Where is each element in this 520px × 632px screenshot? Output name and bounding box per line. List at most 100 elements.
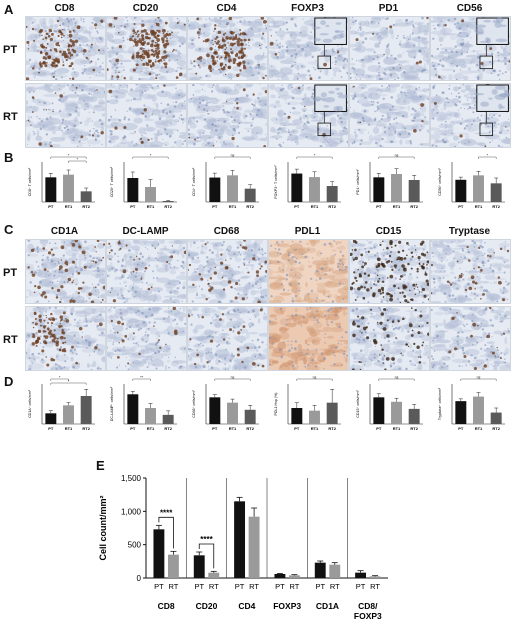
stain-column-header: CD56 — [456, 3, 483, 14]
category-label: RT2 — [410, 204, 418, 209]
bar — [208, 572, 220, 578]
bar — [127, 178, 139, 202]
ihc-micrograph — [25, 16, 106, 81]
bar — [227, 402, 238, 424]
category-label: RT2 — [246, 204, 254, 209]
bar — [473, 175, 484, 202]
bar-category-label: RT — [330, 582, 340, 591]
bar — [227, 175, 238, 202]
stain-column-header: PD1 — [378, 3, 399, 14]
stain-column-header: CD8 — [54, 3, 75, 14]
category-label: RT1 — [147, 204, 155, 209]
category-label: RT2 — [328, 204, 336, 209]
significance-label: * — [59, 375, 61, 379]
ihc-micrograph — [430, 16, 511, 81]
significance-label: **** — [200, 535, 213, 544]
significance-bracket — [50, 382, 87, 385]
y-axis-label: CD8⁺ T cells/mm² — [28, 167, 32, 196]
significance-bracket — [378, 378, 415, 381]
ihc-micrograph — [106, 306, 187, 371]
category-label: PT — [212, 426, 218, 431]
category-label: RT2 — [410, 426, 418, 431]
ihc-micrograph — [349, 16, 430, 81]
stain-column-header: DC-LAMP — [122, 226, 169, 237]
category-label: RT2 — [82, 204, 90, 209]
stain-column-header: FOXP3 — [291, 3, 324, 14]
bar — [408, 408, 420, 424]
y-axis-label: CD1A⁺ cells/mm² — [28, 389, 32, 418]
bar-category-label: PT — [315, 582, 325, 591]
category-label: PT — [294, 204, 300, 209]
significance-bracket — [68, 160, 87, 163]
bar — [490, 183, 502, 202]
mini-bar-chart: CD1A⁺ cells/mm² PT RT1 RT2 * * — [28, 375, 95, 431]
category-label: PT — [48, 426, 54, 431]
y-axis-label: PDL1 Hsp (%) — [274, 393, 278, 416]
row-label: RT — [3, 110, 18, 123]
y-axis-label: Cell count/mm² — [98, 495, 108, 560]
significance-bracket — [198, 543, 215, 569]
stain-column-header: Tryptase — [448, 226, 491, 237]
stain-column-header: CD20 — [132, 3, 159, 14]
bar — [45, 413, 57, 424]
y-axis-label: CD56⁺ cells/mm² — [438, 167, 442, 195]
bar — [80, 396, 92, 424]
category-label: RT2 — [164, 426, 172, 431]
ihc-micrograph — [349, 239, 430, 304]
significance-label: ns — [477, 375, 481, 379]
significance-bracket — [50, 378, 69, 381]
y-axis-label: PD1⁺ cells/mm² — [356, 169, 360, 195]
ihc-micrograph — [106, 239, 187, 304]
category-label: PT — [130, 204, 136, 209]
category-label: RT1 — [229, 426, 237, 431]
panel-e-bar-chart: Cell count/mm² 0 500 1,000 1,500 PT RT CD8 PT RT C… — [98, 474, 388, 621]
significance-bracket — [296, 378, 333, 381]
ihc-micrograph — [268, 16, 349, 81]
category-label: PT — [458, 426, 464, 431]
y-tick-label: 500 — [128, 541, 142, 550]
y-axis-label: CD15⁺ cells/mm² — [356, 389, 360, 417]
bar — [248, 516, 260, 578]
significance-label: * — [150, 153, 152, 157]
y-axis-label: Tryptase⁺ cells/mm² — [438, 387, 442, 420]
category-label: RT1 — [311, 204, 319, 209]
mini-bar-chart: FOXP3⁺ T cells/mm² PT RT1 RT2 * — [274, 153, 341, 209]
group-label: CD20 — [196, 601, 218, 611]
category-label: PT — [48, 204, 54, 209]
ihc-micrograph — [187, 239, 268, 304]
significance-bracket — [478, 156, 497, 159]
category-label: PT — [212, 204, 218, 209]
ihc-micrograph — [349, 306, 430, 371]
group-label: FOXP3 — [354, 611, 382, 621]
category-label: RT1 — [393, 426, 401, 431]
significance-label: ns — [231, 153, 235, 157]
bar — [455, 401, 467, 424]
bar — [473, 396, 484, 424]
row-label: PT — [3, 43, 18, 56]
bar — [45, 177, 57, 202]
panel-c-letter: C — [4, 222, 14, 237]
significance-bracket — [132, 378, 151, 381]
ihc-micrograph — [25, 306, 106, 371]
bar — [291, 408, 303, 424]
y-axis-label: CD4⁺ T cells/mm² — [192, 167, 196, 196]
ihc-micrograph — [430, 239, 511, 304]
group-label: CD1A — [316, 601, 339, 611]
significance-label: ** — [140, 375, 143, 379]
row-label: PT — [3, 266, 18, 279]
significance-bracket — [132, 156, 169, 159]
bar — [329, 564, 341, 578]
category-label: RT1 — [475, 426, 483, 431]
category-label: RT2 — [328, 426, 336, 431]
significance-label: ns — [313, 375, 317, 379]
category-label: RT1 — [393, 204, 401, 209]
group-label: CD8 — [158, 601, 175, 611]
bar-category-label: RT — [209, 582, 219, 591]
category-label: RT1 — [229, 204, 237, 209]
mini-bar-chart: CD4⁺ T cells/mm² PT RT1 RT2 ns — [192, 153, 259, 209]
group-label: CD8/ — [358, 601, 378, 611]
mini-bar-chart: DC-LAMP⁺ cells/mm² PT RT1 RT2 ** — [110, 375, 177, 431]
bar — [288, 575, 300, 578]
mini-bar-chart: Tryptase⁺ cells/mm² PT RT1 RT2 ns — [438, 375, 505, 431]
bar — [408, 180, 420, 202]
